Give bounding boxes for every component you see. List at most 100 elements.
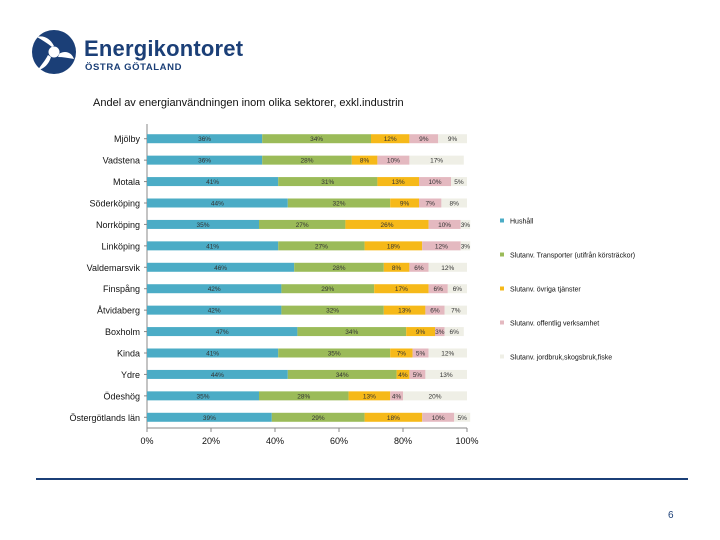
- bar-segment: [460, 241, 471, 251]
- data-label: 18%: [387, 415, 400, 422]
- bar-segment: [262, 134, 371, 144]
- data-label: 42%: [208, 286, 221, 293]
- data-label: 12%: [435, 243, 448, 250]
- data-label: 3%: [435, 329, 445, 336]
- data-label: 9%: [400, 201, 410, 208]
- data-label: 8%: [360, 158, 370, 165]
- bar-segment: [364, 241, 423, 251]
- data-label: 32%: [332, 201, 345, 208]
- bar-segment: [422, 241, 461, 251]
- data-label: 10%: [432, 415, 445, 422]
- data-label: 13%: [440, 372, 453, 379]
- bar-segment: [403, 391, 467, 401]
- data-label: 36%: [198, 158, 211, 165]
- bar-segment: [147, 134, 263, 144]
- bar-segment: [422, 412, 455, 422]
- data-label: 44%: [211, 201, 224, 208]
- bar-segment: [377, 155, 410, 165]
- legend-swatch: [500, 286, 504, 291]
- category-label: Mjölby: [114, 134, 141, 144]
- bar-segment: [406, 327, 435, 337]
- data-label: 5%: [416, 351, 426, 358]
- bar-segment: [396, 369, 410, 379]
- data-label: 5%: [454, 179, 464, 186]
- x-tick-label: 40%: [266, 436, 284, 446]
- data-label: 10%: [438, 222, 451, 229]
- bar-segment: [271, 412, 365, 422]
- energikontoret-logo-icon: [32, 30, 76, 74]
- bar-segment: [441, 198, 467, 208]
- bar-segment: [348, 391, 391, 401]
- bar-segment: [147, 369, 288, 379]
- data-label: 12%: [441, 265, 454, 272]
- category-label: Linköping: [101, 241, 140, 251]
- bar-segment: [259, 219, 346, 229]
- bar-segment: [287, 369, 397, 379]
- data-label: 28%: [332, 265, 345, 272]
- category-label: Boxholm: [105, 327, 140, 337]
- bar-segment: [147, 305, 282, 315]
- data-label: 10%: [387, 158, 400, 165]
- bar-segment: [412, 348, 429, 358]
- data-label: 44%: [211, 372, 224, 379]
- bar-segment: [409, 155, 464, 165]
- data-label: 42%: [208, 308, 221, 315]
- data-label: 34%: [345, 329, 358, 336]
- bar-segment: [147, 155, 263, 165]
- data-label: 17%: [430, 158, 443, 165]
- data-label: 8%: [392, 265, 402, 272]
- bar-segment: [147, 219, 259, 229]
- x-tick-label: 60%: [330, 436, 348, 446]
- data-label: 41%: [206, 179, 219, 186]
- category-label: Valdemarsvik: [87, 263, 141, 273]
- legend-entry: Hushåll: [510, 218, 534, 226]
- legend-entry: Slutanv. övriga tjänster: [510, 287, 581, 294]
- data-label: 5%: [457, 415, 467, 422]
- data-label: 3%: [461, 243, 471, 250]
- bar-segment: [147, 177, 279, 187]
- brand-subtitle: ÖSTRA GÖTALAND: [85, 62, 183, 73]
- data-label: 46%: [214, 265, 227, 272]
- data-label: 4%: [392, 393, 402, 400]
- bar-segment: [147, 241, 279, 251]
- data-label: 36%: [198, 136, 211, 143]
- bar-segment: [451, 177, 467, 187]
- data-label: 3%: [461, 222, 471, 229]
- bar-segment: [428, 284, 448, 294]
- bar-segment: [419, 177, 451, 187]
- data-label: 13%: [392, 179, 405, 186]
- data-label: 32%: [326, 308, 339, 315]
- data-label: 28%: [297, 393, 310, 400]
- bar-segment: [383, 262, 410, 272]
- category-label: Kinda: [117, 349, 140, 359]
- bar-segment: [435, 327, 445, 337]
- data-label: 34%: [310, 136, 323, 143]
- page-number: 6: [668, 510, 674, 521]
- data-label: 26%: [380, 222, 393, 229]
- legend-entry: Slutanv. Transporter (utifrån körsträcko…: [510, 252, 635, 260]
- bar-segment: [278, 348, 391, 358]
- data-label: 27%: [296, 222, 309, 229]
- data-label: 39%: [203, 415, 216, 422]
- bar-segment: [377, 177, 419, 187]
- category-label: Vadstena: [103, 156, 140, 166]
- bar-segment: [278, 241, 365, 251]
- brand-name: Energikontoret: [84, 36, 244, 61]
- data-label: 34%: [336, 372, 349, 379]
- legend-swatch: [500, 252, 504, 257]
- legend-swatch: [500, 218, 504, 223]
- bar-segment: [297, 327, 407, 337]
- data-label: 9%: [419, 136, 429, 143]
- bar-segment: [409, 369, 426, 379]
- category-label: Finspång: [103, 284, 140, 294]
- bar-segment: [438, 134, 467, 144]
- bar-segment: [374, 284, 429, 294]
- bar-segment: [147, 348, 279, 358]
- bar-segment: [351, 155, 378, 165]
- chart-title: Andel av energianvändningen inom olika s…: [93, 97, 404, 109]
- data-label: 4%: [398, 372, 408, 379]
- bar-segment: [278, 177, 378, 187]
- data-label: 7%: [451, 308, 461, 315]
- data-label: 6%: [430, 308, 440, 315]
- legend-swatch: [500, 354, 504, 359]
